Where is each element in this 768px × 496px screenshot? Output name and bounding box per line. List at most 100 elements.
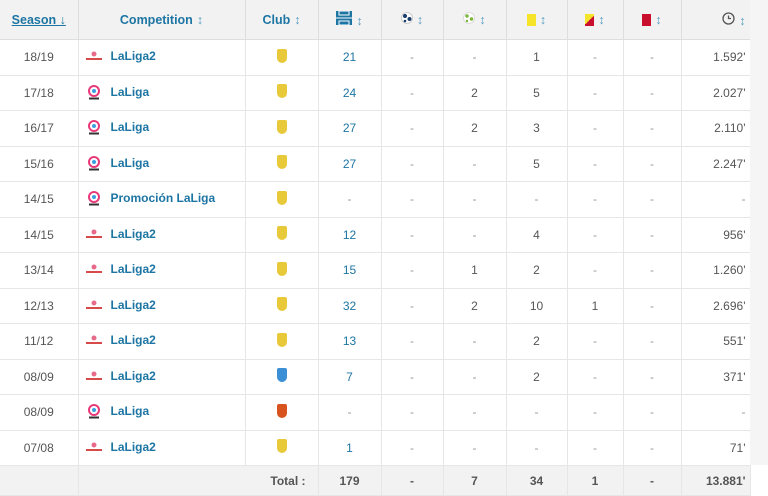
competition-link[interactable]: LaLiga2 <box>110 333 156 348</box>
apps-header[interactable]: ↕ <box>318 0 382 40</box>
sort-icon: ↕ <box>539 12 547 27</box>
minutes-value: 2.247' <box>681 146 751 182</box>
apps-value[interactable]: 24 <box>318 75 382 111</box>
season: 14/15 <box>0 181 79 218</box>
competition-link[interactable]: LaLiga2 <box>110 368 156 383</box>
minutes-value: 71' <box>681 430 751 466</box>
competition-link[interactable]: LaLiga <box>110 155 150 170</box>
minutes-value: 551' <box>681 323 751 360</box>
competition-link[interactable]: LaLiga2 <box>110 439 156 454</box>
red-value: - <box>623 323 682 360</box>
competition-label: Competition <box>119 12 193 27</box>
red-value: - <box>623 430 682 466</box>
apps-value: - <box>318 181 382 218</box>
performance-table: Season ↓ Competition ↕ Club ↕ ↕ ↕ ↕ ↕ ↕ ↕ … <box>0 0 751 496</box>
club[interactable] <box>245 430 319 466</box>
club[interactable] <box>245 181 319 218</box>
club[interactable] <box>245 75 319 111</box>
club[interactable] <box>245 359 319 395</box>
competition-link[interactable]: Promoción LaLiga <box>110 191 216 206</box>
red-value: - <box>623 146 682 182</box>
club-crest-icon <box>276 48 287 63</box>
goals-value: - <box>381 39 444 76</box>
club[interactable] <box>245 146 319 182</box>
ball-icon <box>400 12 413 24</box>
competition-link[interactable]: LaLiga <box>110 404 150 419</box>
apps-value[interactable]: 7 <box>318 359 382 395</box>
yr-value: - <box>567 181 624 218</box>
goals-value: - <box>381 181 444 218</box>
assists-value: 2 <box>443 75 507 111</box>
apps-value[interactable]: 1 <box>318 430 382 466</box>
red-value: - <box>623 39 682 76</box>
red-value: - <box>623 394 682 431</box>
table-row: 18/19 LaLiga2 21- -1- -1.592' <box>0 39 751 76</box>
red-value: - <box>623 288 682 324</box>
yellow-value: - <box>506 181 568 218</box>
apps-value[interactable]: 13 <box>318 323 382 360</box>
competition-link[interactable]: LaLiga2 <box>110 226 156 241</box>
minutes-value: 2.027' <box>681 75 751 111</box>
minutes-value: 956' <box>681 217 751 253</box>
competition-link[interactable]: LaLiga2 <box>110 49 156 64</box>
competition-link[interactable]: LaLiga2 <box>110 262 156 277</box>
club[interactable] <box>245 288 319 324</box>
assists-value: 1 <box>443 252 507 289</box>
apps-value[interactable]: 27 <box>318 146 382 182</box>
apps-value[interactable]: 21 <box>318 39 382 76</box>
club[interactable] <box>245 39 319 76</box>
club[interactable] <box>245 110 319 147</box>
competition: LaLiga2 <box>78 252 246 289</box>
club[interactable] <box>245 252 319 289</box>
laliga-logo-icon <box>87 404 100 419</box>
yellow-value: - <box>506 430 568 466</box>
goals-header[interactable]: ↕ <box>381 0 444 40</box>
competition: Promoción LaLiga <box>78 181 246 218</box>
yr-value: - <box>567 110 624 147</box>
club-crest-icon <box>276 155 287 170</box>
minutes-value: - <box>681 181 751 218</box>
pitch-icon <box>336 10 353 26</box>
apps-value[interactable]: 15 <box>318 252 382 289</box>
laliga2-logo-icon <box>85 229 102 238</box>
yr-value: - <box>567 75 624 111</box>
yellow-card-icon <box>526 14 536 27</box>
minutes-header[interactable]: ↕ <box>681 0 751 40</box>
red-value: - <box>623 181 682 218</box>
clock-icon <box>722 11 735 25</box>
laliga2-logo-icon <box>85 335 102 345</box>
red-header[interactable]: ↕ <box>623 0 682 40</box>
competition-header[interactable]: Competition ↕ <box>78 0 246 40</box>
table-row: 11/12 LaLiga2 13- -2- -551' <box>0 323 751 360</box>
apps-value[interactable]: 12 <box>318 217 382 253</box>
laliga2-logo-icon <box>85 442 102 451</box>
second-yellow-header[interactable]: ↕ <box>567 0 624 40</box>
yr-value: 1 <box>567 288 624 324</box>
yellow-value: 3 <box>506 110 568 147</box>
sort-icon: ↕ <box>479 13 486 27</box>
yellow-header[interactable]: ↕ <box>506 0 568 40</box>
competition: LaLiga <box>78 110 246 147</box>
competition-link[interactable]: LaLiga <box>110 120 150 135</box>
competition-link[interactable]: LaLiga2 <box>110 297 156 312</box>
laliga-logo-icon <box>87 84 100 100</box>
assists-header[interactable]: ↕ <box>443 0 507 40</box>
sort-icon: ↕ <box>598 12 605 27</box>
club[interactable] <box>245 217 319 253</box>
yellow-value: 1 <box>506 39 568 76</box>
club[interactable] <box>245 323 319 360</box>
club-crest-icon <box>276 190 287 205</box>
scrollbar[interactable] <box>750 0 768 465</box>
apps-value[interactable]: 32 <box>318 288 382 324</box>
season: 11/12 <box>0 323 79 360</box>
competition-link[interactable]: LaLiga <box>110 84 150 99</box>
club-header[interactable]: Club ↕ <box>245 0 319 40</box>
assists-value: 2 <box>443 110 507 147</box>
competition: LaLiga <box>78 146 246 182</box>
apps-value[interactable]: 27 <box>318 110 382 147</box>
yr-value: - <box>567 217 624 253</box>
season: 12/13 <box>0 288 79 324</box>
club[interactable] <box>245 394 319 431</box>
season-header[interactable]: Season ↓ <box>0 0 79 40</box>
yr-value: - <box>567 394 624 431</box>
